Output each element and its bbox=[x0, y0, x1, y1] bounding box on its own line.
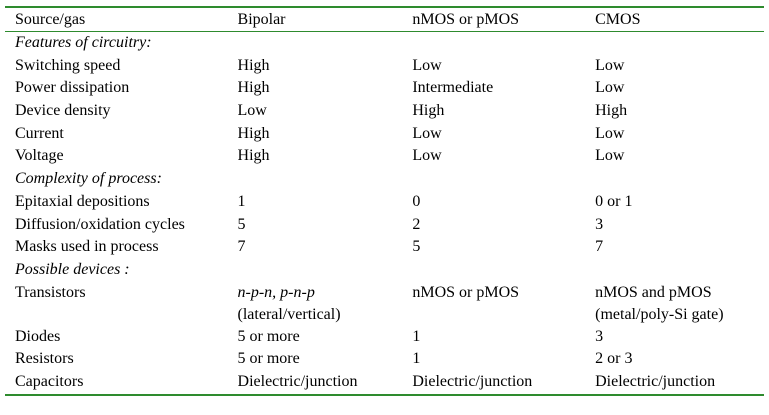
row-label: Current bbox=[15, 124, 64, 142]
bipolar-value: 5 bbox=[237, 215, 246, 233]
nmos-value: 1 bbox=[412, 327, 421, 345]
bipolar-value: 5 or more bbox=[237, 350, 300, 368]
table-row: Power dissipation High Intermediate Low bbox=[5, 77, 764, 100]
table-row: Masks used in process 7 5 7 bbox=[5, 236, 764, 259]
header-nmos-pmos: nMOS or pMOS bbox=[412, 11, 520, 28]
header-source-gas: Source/gas bbox=[15, 11, 86, 28]
nmos-value: Low bbox=[412, 124, 442, 142]
nmos-value: Dielectric/junction bbox=[412, 372, 533, 390]
comparison-table: Source/gas Bipolar nMOS or pMOS CMOS Fea… bbox=[5, 6, 764, 396]
row-label-text: Transistors bbox=[15, 283, 86, 301]
cmos-value: 7 bbox=[595, 238, 604, 256]
top-rule bbox=[5, 6, 764, 8]
bipolar-value: High bbox=[237, 147, 270, 165]
cmos-value: Low bbox=[595, 56, 625, 74]
section-title-devices: Possible devices : bbox=[15, 260, 130, 278]
section-title-row: Features of circuitry: bbox=[5, 32, 764, 55]
row-label: Power dissipation bbox=[15, 79, 130, 97]
table-row: Capacitors Dielectric/junction Dielectri… bbox=[5, 371, 764, 394]
nmos-value-text: nMOS or pMOS bbox=[412, 283, 520, 301]
row-label: Switching speed bbox=[15, 56, 121, 74]
section-title-features: Features of circuitry: bbox=[15, 34, 152, 51]
table-row: Current High Low Low bbox=[5, 123, 764, 146]
bipolar-value: Dielectric/junction bbox=[237, 372, 358, 390]
header-bipolar: Bipolar bbox=[237, 11, 286, 28]
nmos-value: 0 bbox=[412, 192, 421, 210]
row-label: Epitaxial depositions bbox=[15, 192, 150, 210]
bipolar-value: 7 bbox=[237, 238, 246, 256]
row-label: Masks used in process bbox=[15, 238, 159, 256]
row-label: Resistors bbox=[15, 350, 74, 368]
header-rule bbox=[5, 31, 764, 32]
row-label: Voltage bbox=[15, 147, 64, 165]
section-title-complexity: Complexity of process: bbox=[15, 170, 162, 188]
cmos-value: Dielectric/junction bbox=[595, 372, 716, 390]
table-row: Diodes 5 or more 1 3 bbox=[5, 326, 764, 349]
cmos-value: 3 bbox=[595, 215, 604, 233]
bipolar-value: High bbox=[237, 79, 270, 97]
cmos-value: 0 or 1 bbox=[595, 192, 633, 210]
bottom-rule bbox=[5, 393, 764, 396]
bipolar-value-line1: n-p-n, p-n-p bbox=[237, 283, 315, 301]
table-row: Epitaxial depositions 1 0 0 or 1 bbox=[5, 191, 764, 214]
bipolar-value: High bbox=[237, 56, 270, 74]
cmos-value: Low bbox=[595, 124, 625, 142]
row-label: Diodes bbox=[15, 327, 61, 345]
table-row: Resistors 5 or more 1 2 or 3 bbox=[5, 348, 764, 371]
row-label: Diffusion/oxidation cycles bbox=[15, 215, 185, 233]
bipolar-value: 5 or more bbox=[237, 327, 300, 345]
table-row: Switching speed High Low Low bbox=[5, 55, 764, 78]
row-label: Transistors bbox=[5, 282, 238, 326]
nmos-value: Low bbox=[412, 147, 442, 165]
header-row: Source/gas Bipolar nMOS or pMOS CMOS bbox=[5, 8, 764, 31]
section-title-row: Complexity of process: bbox=[5, 168, 764, 191]
bipolar-value: High bbox=[237, 124, 270, 142]
nmos-value: 5 bbox=[412, 238, 421, 256]
row-label: Capacitors bbox=[15, 372, 84, 390]
cmos-value: Low bbox=[595, 79, 625, 97]
section-title-row: Possible devices : bbox=[5, 259, 764, 282]
cmos-value: High bbox=[595, 102, 628, 120]
table-row: Voltage High Low Low bbox=[5, 145, 764, 168]
cmos-value: 2 or 3 bbox=[595, 350, 633, 368]
bipolar-value-line2: (lateral/vertical) bbox=[237, 305, 341, 323]
nmos-value: Low bbox=[412, 56, 442, 74]
nmos-value: nMOS or pMOS bbox=[412, 282, 595, 326]
bipolar-value: n-p-n, p-n-p (lateral/vertical) bbox=[238, 282, 413, 326]
bipolar-value: Low bbox=[237, 102, 267, 120]
nmos-value: 1 bbox=[412, 350, 421, 368]
cmos-value: Low bbox=[595, 147, 625, 165]
cmos-value-line1: nMOS and pMOS bbox=[595, 283, 712, 301]
cmos-value-line2: (metal/poly-Si gate) bbox=[595, 305, 724, 323]
nmos-value: Intermediate bbox=[412, 79, 494, 97]
table-row: Transistors n-p-n, p-n-p (lateral/vertic… bbox=[5, 282, 764, 326]
row-label: Device density bbox=[15, 102, 111, 120]
table-row: Diffusion/oxidation cycles 5 2 3 bbox=[5, 214, 764, 237]
cmos-value: 3 bbox=[595, 327, 604, 345]
table-row: Device density Low High High bbox=[5, 100, 764, 123]
cmos-value: nMOS and pMOS (metal/poly-Si gate) bbox=[595, 282, 764, 326]
nmos-value: High bbox=[412, 102, 445, 120]
bipolar-value: 1 bbox=[237, 192, 246, 210]
header-cmos: CMOS bbox=[595, 11, 641, 28]
nmos-value: 2 bbox=[412, 215, 421, 233]
